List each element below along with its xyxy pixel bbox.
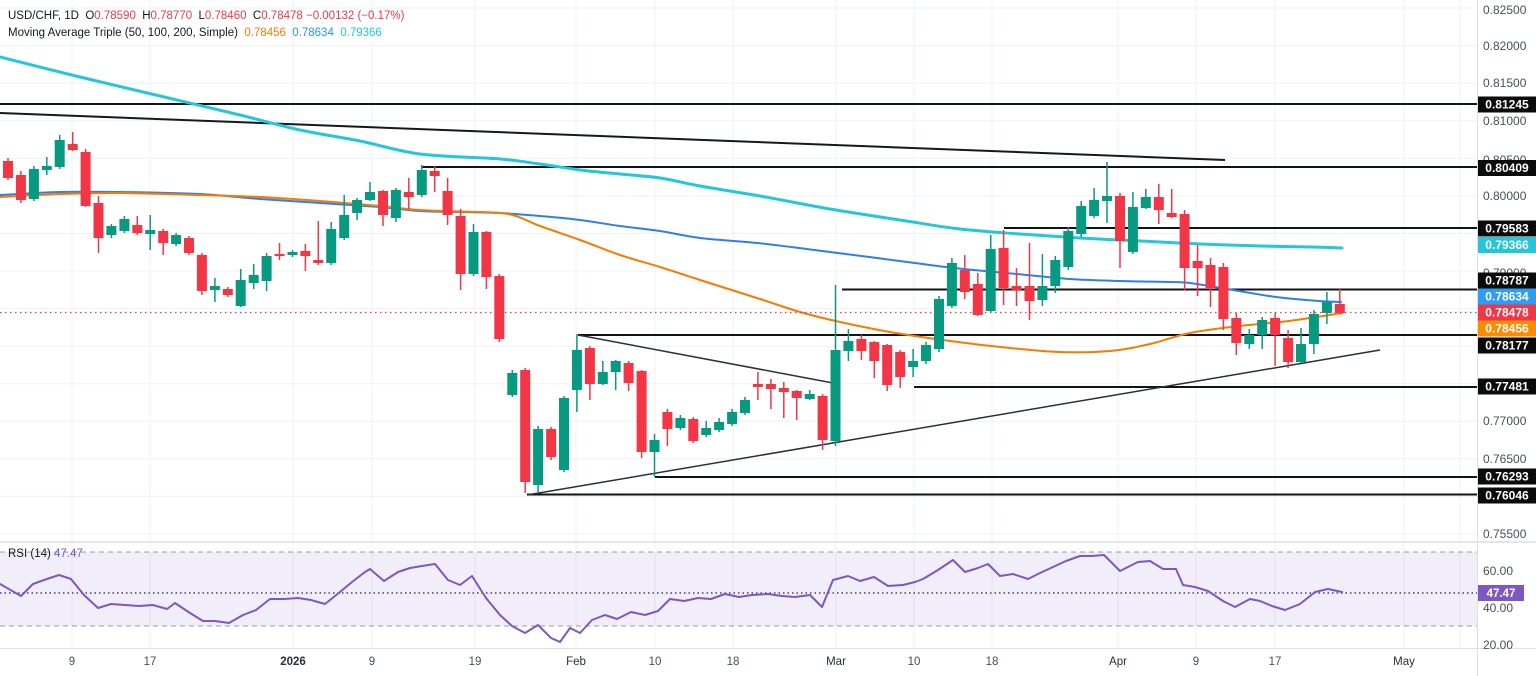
svg-text:Mar: Mar xyxy=(826,656,846,668)
svg-text:9: 9 xyxy=(1193,656,1199,668)
svg-text:20.00: 20.00 xyxy=(1483,638,1513,652)
svg-text:10: 10 xyxy=(649,656,662,668)
svg-text:0.78177: 0.78177 xyxy=(1485,339,1529,353)
svg-text:May: May xyxy=(1393,656,1415,668)
svg-text:10: 10 xyxy=(908,656,921,668)
svg-text:18: 18 xyxy=(727,656,740,668)
svg-text:USD/CHF, 1D O0.78590 H0.7877: USD/CHF, 1D O0.78590 H0.78770 L0.78460 C… xyxy=(8,10,405,22)
svg-text:0.81245: 0.81245 xyxy=(1485,98,1529,112)
svg-text:Moving Average Triple (50, 100: Moving Average Triple (50, 100, 200, Sim… xyxy=(8,27,382,39)
svg-text:RSI (14) 47.47: RSI (14) 47.47 xyxy=(8,548,83,560)
svg-text:0.81000: 0.81000 xyxy=(1483,114,1527,128)
svg-text:Apr: Apr xyxy=(1109,656,1127,668)
svg-text:0.78787: 0.78787 xyxy=(1485,274,1529,288)
svg-text:0.77481: 0.77481 xyxy=(1485,380,1529,394)
svg-text:60.00: 60.00 xyxy=(1483,564,1513,578)
svg-text:Feb: Feb xyxy=(566,656,586,668)
svg-text:2026: 2026 xyxy=(280,656,306,668)
svg-text:0.78456: 0.78456 xyxy=(1485,322,1529,336)
svg-text:0.79366: 0.79366 xyxy=(1485,238,1529,252)
svg-text:9: 9 xyxy=(369,656,375,668)
svg-text:0.79583: 0.79583 xyxy=(1485,222,1529,236)
svg-text:0.77000: 0.77000 xyxy=(1483,414,1527,428)
svg-text:17: 17 xyxy=(144,656,157,668)
svg-text:0.80000: 0.80000 xyxy=(1483,189,1527,203)
svg-text:0.76500: 0.76500 xyxy=(1483,452,1527,466)
svg-text:0.81500: 0.81500 xyxy=(1483,76,1527,90)
svg-text:0.82000: 0.82000 xyxy=(1483,39,1527,53)
svg-text:17: 17 xyxy=(1269,656,1282,668)
svg-text:47.47: 47.47 xyxy=(1487,588,1516,600)
svg-text:0.76046: 0.76046 xyxy=(1485,489,1529,503)
svg-text:0.82500: 0.82500 xyxy=(1483,3,1527,17)
svg-text:0.80409: 0.80409 xyxy=(1485,161,1529,175)
svg-text:9: 9 xyxy=(69,656,75,668)
svg-text:40.00: 40.00 xyxy=(1483,601,1513,615)
svg-text:0.75500: 0.75500 xyxy=(1483,527,1527,541)
svg-text:0.78634: 0.78634 xyxy=(1485,290,1529,304)
svg-text:19: 19 xyxy=(469,656,482,668)
svg-text:18: 18 xyxy=(986,656,999,668)
svg-text:0.78478: 0.78478 xyxy=(1485,306,1529,320)
svg-text:0.76293: 0.76293 xyxy=(1485,470,1529,484)
